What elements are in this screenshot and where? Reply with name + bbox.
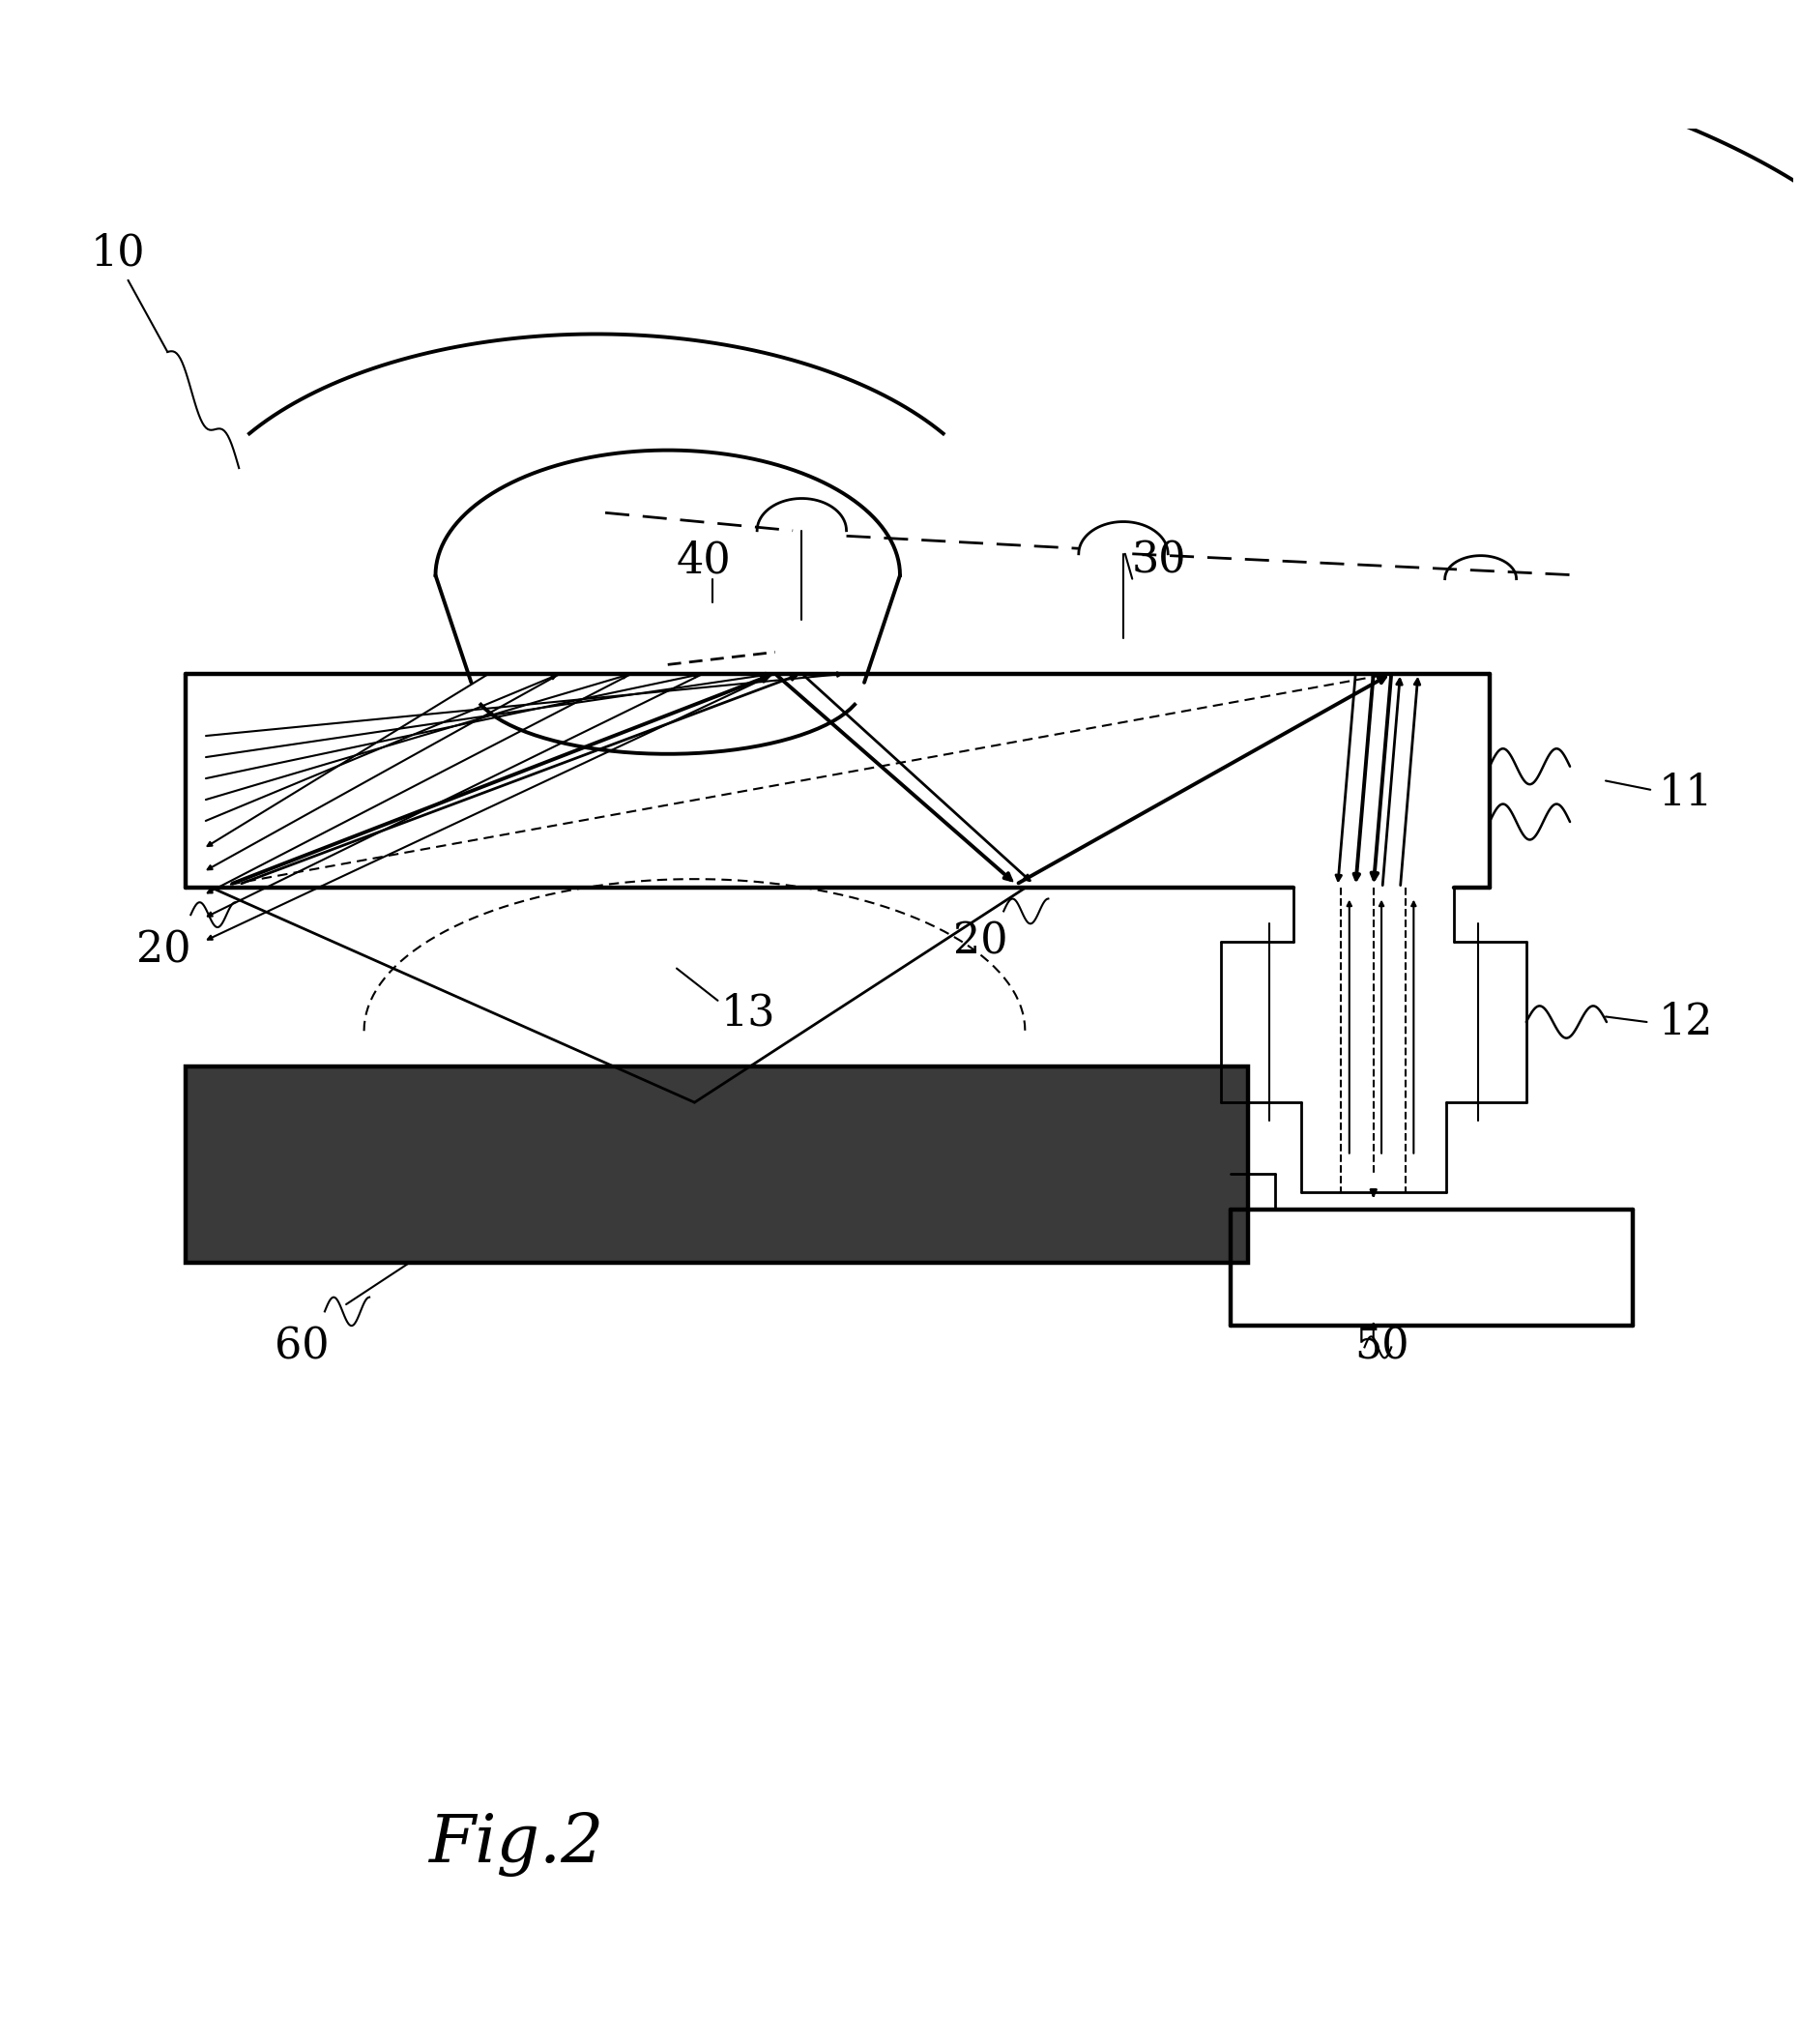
Text: 10: 10 (90, 233, 144, 274)
Text: Fig.2: Fig.2 (428, 1811, 603, 1876)
Text: 13: 13 (720, 991, 776, 1034)
Text: 20: 20 (952, 920, 1008, 963)
Text: 12: 12 (1660, 1002, 1714, 1042)
Text: 11: 11 (1660, 773, 1714, 814)
Text: 20: 20 (137, 930, 191, 971)
Text: 40: 40 (677, 540, 731, 583)
Text: 50: 50 (1355, 1327, 1409, 1367)
Text: 60: 60 (274, 1327, 329, 1367)
Text: 30: 30 (1132, 540, 1186, 583)
Polygon shape (185, 1067, 1249, 1263)
